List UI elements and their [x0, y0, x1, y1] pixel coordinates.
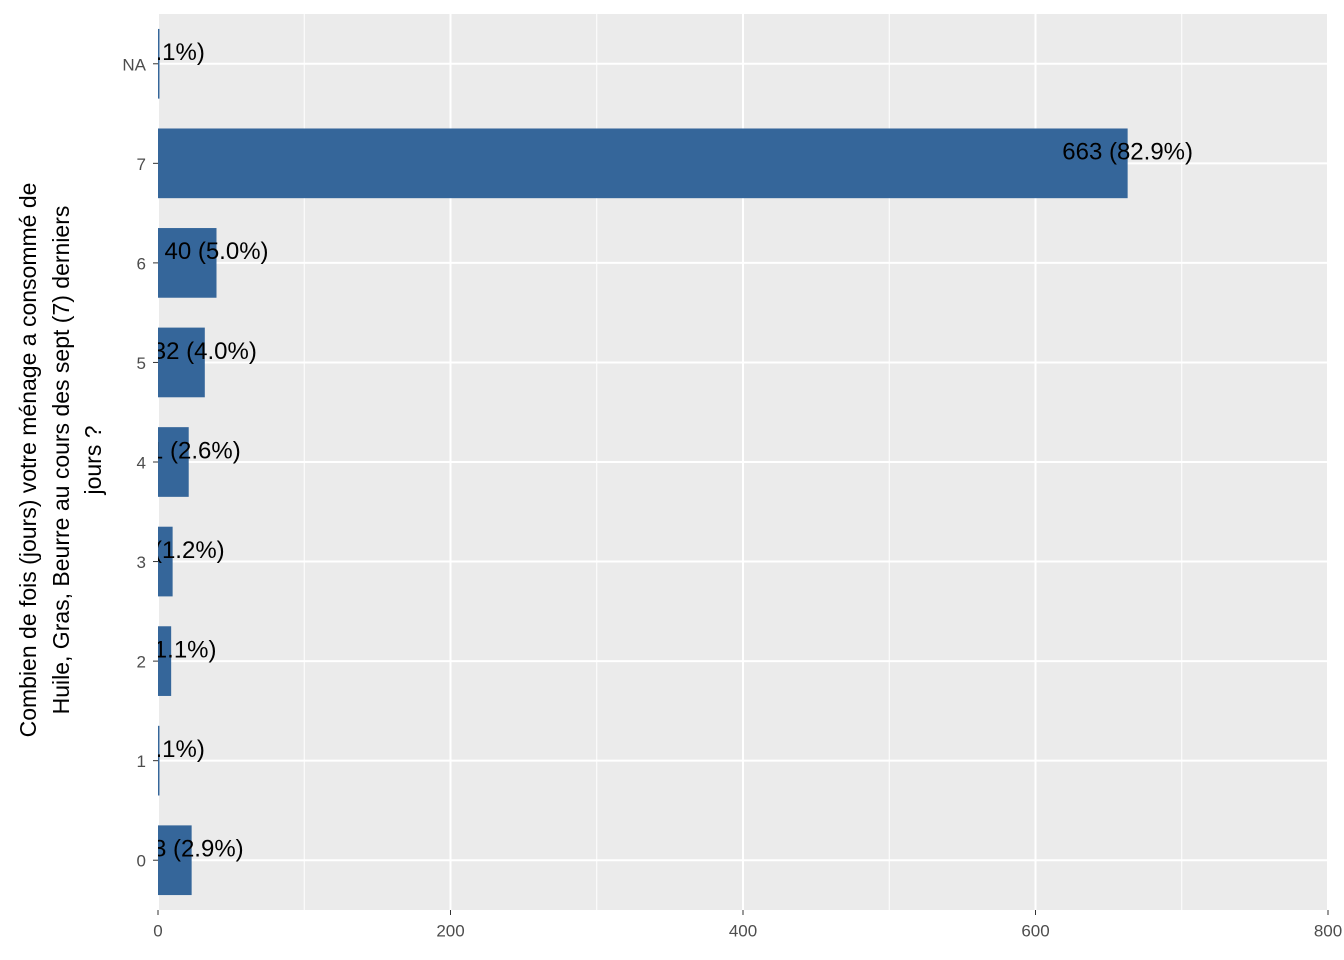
y-tick-label: 0	[137, 852, 146, 871]
y-tick-label: NA	[122, 55, 146, 74]
x-tick-label: 200	[436, 921, 464, 940]
value-label: 40 (5.0%)	[164, 238, 268, 265]
value-label: 10 (1.2%)	[121, 537, 225, 564]
bar	[158, 128, 1128, 199]
bar	[158, 526, 173, 597]
bar	[158, 626, 172, 696]
y-tick-label: 5	[137, 354, 146, 373]
y-axis-title: jours ?	[80, 425, 106, 495]
bar	[158, 327, 205, 398]
y-tick-label: 7	[137, 155, 146, 174]
x-tick-label: 600	[1021, 921, 1049, 940]
value-label: 1 (0.1%)	[114, 39, 205, 66]
value-label: 1 (0.1%)	[114, 736, 205, 763]
value-label: 23 (2.9%)	[140, 836, 244, 863]
y-tick-label: 3	[137, 553, 146, 572]
x-tick-label: 0	[153, 921, 162, 940]
y-axis-title: Huile, Gras, Beurre au cours des sept (7…	[48, 206, 74, 715]
y-tick-label: 6	[137, 254, 146, 273]
y-tick-label: 2	[137, 653, 146, 672]
bar	[158, 28, 160, 99]
value-label: 32 (4.0%)	[153, 338, 257, 365]
bar	[158, 725, 160, 796]
y-tick-label: 1	[137, 752, 146, 771]
bar	[158, 228, 217, 298]
y-tick-label: 4	[137, 453, 146, 472]
x-tick-label: 400	[729, 921, 757, 940]
value-label: 663 (82.9%)	[1062, 139, 1193, 166]
x-tick-label: 800	[1314, 921, 1342, 940]
bar	[158, 825, 192, 896]
value-label: 21 (2.6%)	[137, 437, 241, 464]
value-label: 9 (1.1%)	[126, 636, 217, 663]
bar	[158, 427, 189, 497]
y-axis-title: Combien de fois (jours) votre ménage a c…	[15, 183, 41, 738]
